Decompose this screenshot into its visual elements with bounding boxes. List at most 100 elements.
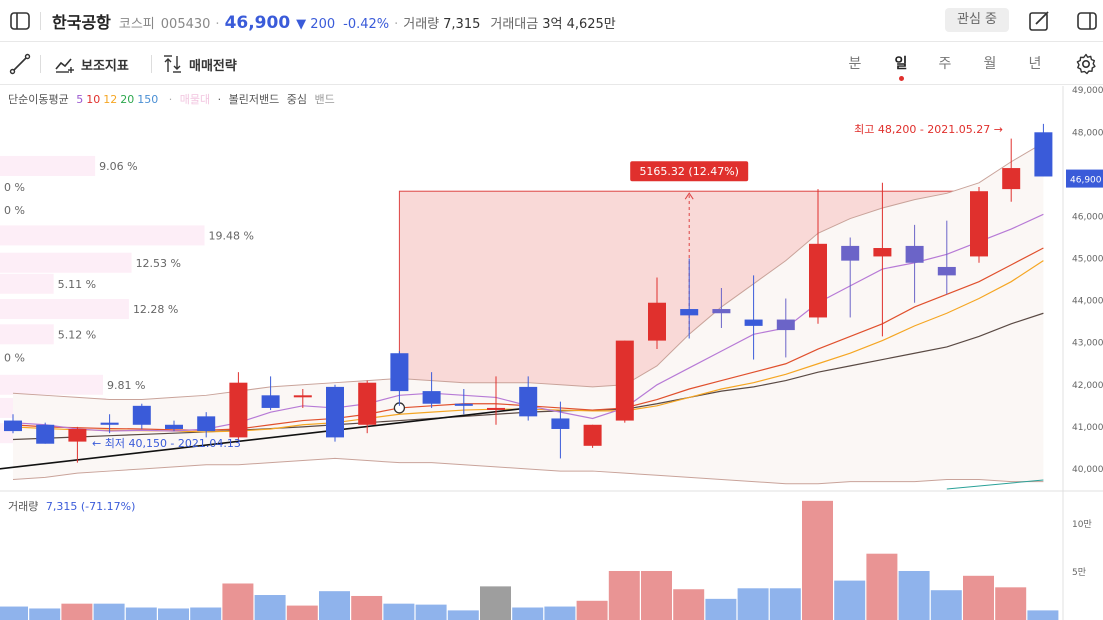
draw-line-icon[interactable] <box>8 52 32 76</box>
period-year[interactable]: 년 <box>1028 56 1042 72</box>
measure-label-box <box>630 161 749 182</box>
volume-bar <box>898 570 930 620</box>
volume-bar <box>351 595 383 620</box>
volume-profile-label: 15.4 % <box>166 427 204 440</box>
volume-bar <box>319 591 350 620</box>
y-axis-tick: 47,000 <box>1072 170 1103 180</box>
candle-body <box>358 382 377 425</box>
anchor-point <box>393 402 406 414</box>
volume-profile-label: 12.53 % <box>136 257 181 270</box>
volume-bar <box>608 570 640 620</box>
high-price-note: 최고 48,200 - 2021.05.27 → <box>854 123 1003 136</box>
y-axis-tick: 40,000 <box>1072 465 1103 475</box>
current-price-tag-label: 46,900 <box>1070 176 1102 186</box>
period-minute[interactable]: 분 <box>848 56 862 72</box>
sma-period-150: 150 <box>137 93 159 106</box>
measure-arrow-head <box>684 192 694 200</box>
volume-bar <box>158 608 189 620</box>
edit-icon[interactable] <box>1027 9 1051 33</box>
price-change: ▼ 200 <box>296 17 336 32</box>
volume-label: 거래량 <box>403 17 440 32</box>
candle-body <box>422 391 441 404</box>
candle-body <box>551 418 570 429</box>
panel-toggle-icon[interactable] <box>1075 9 1099 33</box>
volume-profile-label: 매물대 <box>179 93 211 106</box>
volume-profile-bar <box>0 324 54 345</box>
candle-body <box>1002 168 1021 190</box>
volume-profile-bar <box>0 273 54 294</box>
volume-legend-value: 7,315 (-71.17%) <box>45 500 136 513</box>
stock-name: 한국공항 <box>52 13 111 32</box>
candle-body <box>68 428 87 442</box>
volume-bar <box>286 605 318 620</box>
volume-profile-bar <box>0 423 162 444</box>
volume-profile-label: 5.12 % <box>58 328 96 341</box>
trend-line <box>0 407 529 470</box>
volume-bar <box>963 575 994 620</box>
volume-profile-label: 0 % <box>4 351 25 364</box>
period-day[interactable]: 일 <box>894 56 908 72</box>
volume-profile-label: 5.11 % <box>58 278 96 291</box>
anchor-point <box>975 193 987 205</box>
candle-body <box>712 309 731 314</box>
indicator-label: 보조지표 <box>81 58 129 74</box>
price-change-rate: -0.42% <box>343 17 390 32</box>
volume-profile-bar <box>0 155 96 176</box>
separator-dot: · <box>168 93 173 106</box>
sma-period-12: 12 <box>103 93 118 106</box>
candle-body <box>615 340 634 421</box>
volume-bar <box>480 586 511 620</box>
y-axis-tick: 41,000 <box>1072 423 1103 433</box>
candle-body <box>744 319 763 326</box>
bollinger-lower <box>12 457 1044 485</box>
candle-body <box>648 302 666 341</box>
volume-bar <box>769 588 801 620</box>
volume-bar <box>737 588 769 620</box>
volume-profile-label: 10.1 <box>110 402 135 415</box>
candle-body <box>487 407 505 410</box>
separator-dot: · <box>217 93 222 106</box>
strategy-label: 매매전략 <box>189 58 237 74</box>
indicator-button[interactable]: 보조지표 <box>54 52 129 76</box>
period-week[interactable]: 주 <box>938 56 952 72</box>
candle-body <box>390 353 409 392</box>
y-axis-tick: 46,000 <box>1072 212 1103 222</box>
candle-body <box>229 382 248 438</box>
stock-header: 한국공항 코스피 005430 · 46,900 ▼ 200 -0.42% · … <box>0 0 1103 42</box>
gear-icon[interactable] <box>1074 52 1098 76</box>
volume-axis-tick: 10만 <box>1072 519 1092 530</box>
volume-profile-bar <box>0 374 104 395</box>
candle-body <box>519 386 538 417</box>
sma-label: 단순이동평균 <box>8 93 69 106</box>
toolbar-divider <box>40 55 41 73</box>
volume-bar <box>512 607 544 620</box>
volume-profile-bar <box>0 225 205 246</box>
period-month[interactable]: 월 <box>983 56 997 72</box>
y-axis-tick: 43,000 <box>1072 339 1103 349</box>
sidebar-toggle-icon[interactable] <box>8 9 32 33</box>
candle-body <box>36 424 55 444</box>
candle-body <box>454 403 473 406</box>
y-axis-tick: 42,000 <box>1072 381 1103 391</box>
volume-bar <box>995 587 1027 620</box>
volume-value: 7,315 <box>443 17 481 32</box>
y-axis-tick: 44,000 <box>1072 297 1103 307</box>
volume-bar <box>705 598 737 620</box>
volume-legend: 거래량 7,315 (-71.17%) <box>8 498 135 514</box>
ma12-line <box>12 260 1044 433</box>
ma150-line <box>946 479 1044 490</box>
bollinger-fill <box>13 142 1044 484</box>
y-axis-tick: 48,000 <box>1072 128 1103 138</box>
bollinger-label: 볼린저밴드 <box>228 93 280 106</box>
volume-profile-bar <box>0 299 129 320</box>
volume-bar <box>222 583 254 620</box>
ma20-line <box>12 312 1044 441</box>
volume-profile-label: 19.48 % <box>209 229 254 242</box>
strategy-button[interactable]: 매매전략 <box>162 52 237 76</box>
candle-body <box>841 245 860 261</box>
candle-body <box>1034 132 1053 177</box>
watchlist-button[interactable]: 관심 중 <box>945 8 1009 32</box>
toolbar-divider <box>151 55 152 73</box>
volume-bar <box>866 553 898 620</box>
